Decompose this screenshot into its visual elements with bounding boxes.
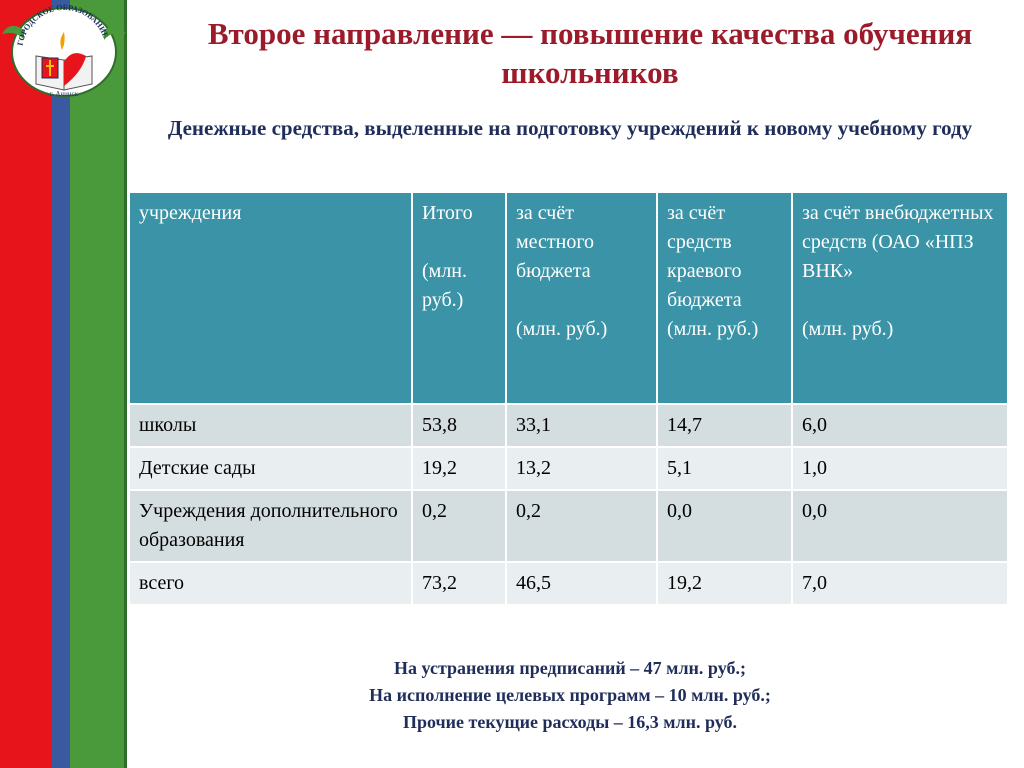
city-education-emblem-logo: ГОРОДСКОЕ ОБРАЗОВАНИЕ г. Ачинск xyxy=(2,3,126,98)
cell-local: 33,1 xyxy=(505,403,658,448)
cell-total: 0,2 xyxy=(411,489,507,563)
table-caption: Денежные средства, выделенные на подгото… xyxy=(167,116,973,140)
expense-notes: На устранения предписаний – 47 млн. руб.… xyxy=(140,655,1000,736)
note-line: Прочие текущие расходы – 16,3 млн. руб. xyxy=(402,712,738,732)
cell-total: 19,2 xyxy=(411,446,507,491)
cell-institution: Детские сады xyxy=(128,446,413,491)
table-row: всего 73,2 46,5 19,2 7,0 xyxy=(128,561,1009,606)
flag-stripe-red xyxy=(0,0,52,768)
flag-stripe-green xyxy=(70,0,124,768)
cell-extrabudgetary: 7,0 xyxy=(791,561,1009,606)
column-header-extrabudgetary: за счёт внебюджетных средств (ОАО «НПЗ В… xyxy=(791,191,1009,405)
cell-local: 13,2 xyxy=(505,446,658,491)
cell-regional: 19,2 xyxy=(656,561,793,606)
column-header-regional-budget: за счёт средств краевого бюджета (млн. р… xyxy=(656,191,793,405)
cell-regional: 5,1 xyxy=(656,446,793,491)
cell-institution: Учреждения дополнительного образования xyxy=(128,489,413,563)
table-header-row: учреждения Итого (млн. руб.) за счёт мес… xyxy=(128,191,1009,405)
stripe-edge xyxy=(124,0,127,768)
column-header-local-budget: за счёт местного бюджета (млн. руб.) xyxy=(505,191,658,405)
cell-total: 73,2 xyxy=(411,561,507,606)
flag-stripe-blue xyxy=(52,0,70,768)
cell-extrabudgetary: 6,0 xyxy=(791,403,1009,448)
table-row: школы 53,8 33,1 14,7 6,0 xyxy=(128,403,1009,448)
cell-institution: всего xyxy=(128,561,413,606)
cell-extrabudgetary: 1,0 xyxy=(791,446,1009,491)
funding-table: учреждения Итого (млн. руб.) за счёт мес… xyxy=(128,191,1009,606)
cell-extrabudgetary: 0,0 xyxy=(791,489,1009,563)
cell-regional: 14,7 xyxy=(656,403,793,448)
column-header-total: Итого (млн. руб.) xyxy=(411,191,507,405)
emblem-city-text: г. Ачинск xyxy=(50,90,79,98)
note-line: На исполнение целевых программ – 10 млн.… xyxy=(369,685,771,705)
table-row: Учреждения дополнительного образования 0… xyxy=(128,489,1009,563)
column-header-institutions: учреждения xyxy=(128,191,413,405)
cell-total: 53,8 xyxy=(411,403,507,448)
note-line: На устранения предписаний – 47 млн. руб.… xyxy=(394,658,746,678)
cell-local: 46,5 xyxy=(505,561,658,606)
cell-institution: школы xyxy=(128,403,413,448)
cell-local: 0,2 xyxy=(505,489,658,563)
slide-title: Второе направление — повышение качества … xyxy=(207,16,973,90)
cell-regional: 0,0 xyxy=(656,489,793,563)
table-row: Детские сады 19,2 13,2 5,1 1,0 xyxy=(128,446,1009,491)
